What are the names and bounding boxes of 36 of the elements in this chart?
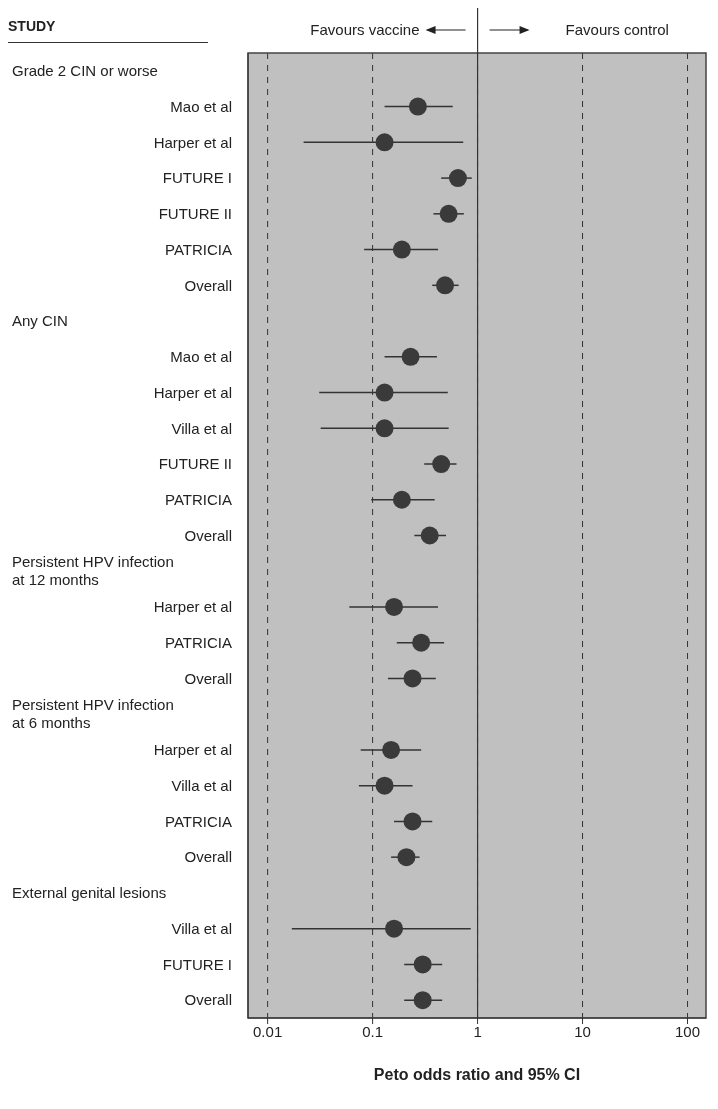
y-tick-label: Villa et al (171, 919, 232, 937)
text: Persistent HPV infection at 12 months (12, 553, 174, 589)
y-tick-label: PATRICIA (165, 812, 232, 830)
text: Favours control (565, 21, 669, 38)
y-tick-label: FUTURE I (162, 169, 232, 187)
y-tick-label: Overall (184, 991, 232, 1009)
x-tick-label: 100 (675, 1022, 701, 1040)
text: Persistent HPV infection at 6 months (12, 696, 174, 732)
y-tick-label: Harper et al (153, 383, 232, 401)
y-tick-label: Mao et al (170, 348, 232, 366)
y-tick-label: Harper et al (153, 133, 232, 151)
x-tick-label: 10 (574, 1022, 591, 1040)
y-tick-label: Villa et al (171, 777, 232, 795)
x-tick-label: 0.1 (362, 1022, 384, 1040)
y-tick-label: Harper et al (153, 598, 232, 616)
x-axis-title: Peto odds ratio and 95% CI (373, 1066, 581, 1083)
y-tick-label: Villa et al (171, 419, 232, 437)
y-tick-label: PATRICIA (165, 240, 232, 258)
y-tick-label: PATRICIA (165, 491, 232, 509)
y-tick-label: Overall (184, 848, 232, 866)
x-tick-label: 0.01 (253, 1022, 283, 1040)
text: External genital lesions (12, 883, 167, 901)
y-tick-label: FUTURE II (158, 205, 232, 223)
x-tick-label: 1 (473, 1022, 482, 1040)
y-tick-label: PATRICIA (165, 634, 232, 652)
text: Any CIN (12, 312, 68, 330)
y-tick-label: Mao et al (170, 97, 232, 115)
y-tick-label: Overall (184, 276, 232, 294)
text: STUDY (8, 18, 208, 43)
y-tick-label: Harper et al (153, 741, 232, 759)
y-tick-label: Overall (184, 526, 232, 544)
text: Favours vaccine (310, 21, 420, 38)
y-tick-label: Overall (184, 669, 232, 687)
y-tick-label: FUTURE II (158, 455, 232, 473)
text: Grade 2 CIN or worse (12, 61, 158, 79)
y-tick-label: FUTURE I (162, 955, 232, 973)
